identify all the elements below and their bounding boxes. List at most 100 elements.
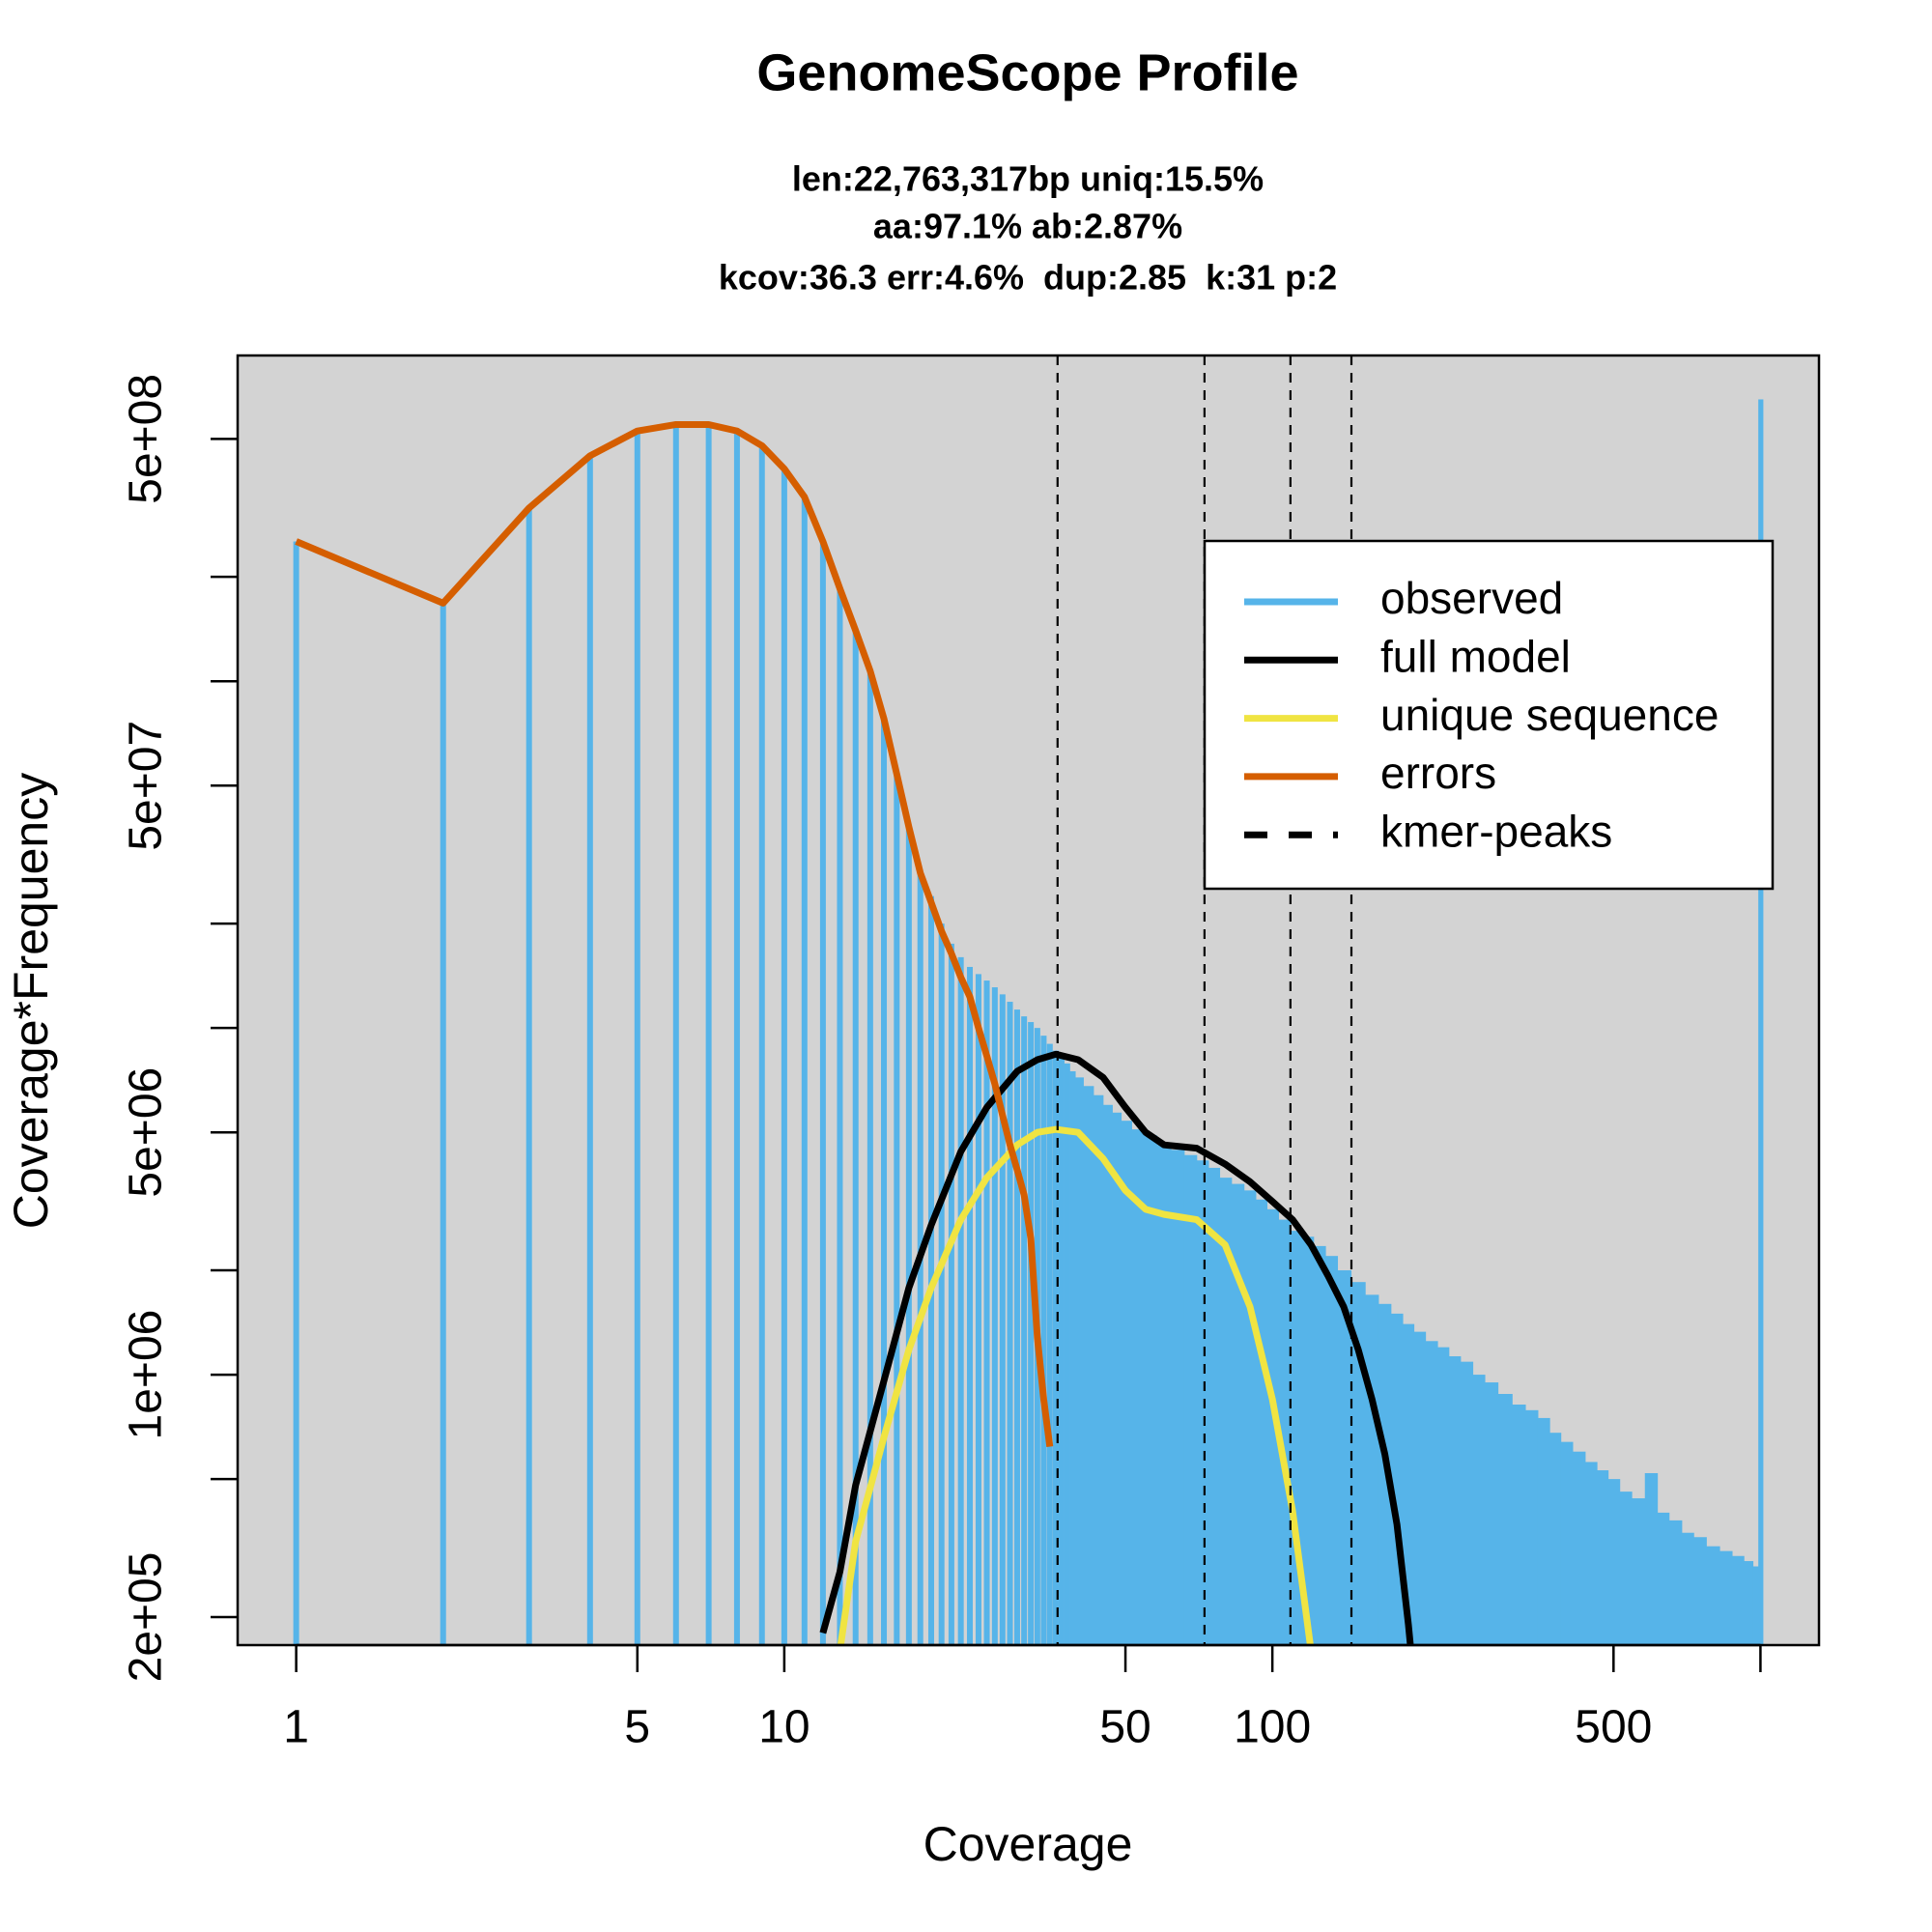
observed-bar <box>1460 1361 1474 1645</box>
observed-bar <box>1325 1256 1339 1645</box>
model-line <box>295 420 1054 1448</box>
observed-bar <box>1219 1178 1233 1645</box>
legend-label: kmer-peaks <box>1380 806 1612 856</box>
observed-bar <box>948 943 954 1645</box>
observed-bar <box>1537 1417 1550 1645</box>
observed-bar <box>293 541 299 1645</box>
observed-bar <box>1337 1270 1352 1645</box>
observed-bar <box>1102 1104 1113 1645</box>
observed-bar <box>1183 1154 1198 1645</box>
observed-bar <box>1007 1002 1013 1645</box>
observed-bar <box>819 541 826 1645</box>
observed-bar <box>1058 1058 1065 1645</box>
observed-bar <box>975 974 981 1645</box>
observed-bar <box>1584 1462 1598 1645</box>
observed-bar <box>1403 1323 1415 1645</box>
chart-subtitle: aa:97.1% ab:2.87% <box>873 207 1182 246</box>
y-axis-label: Coverage*Frequency <box>4 773 58 1230</box>
plot-data <box>293 355 1764 1645</box>
x-tick-label: 1 <box>283 1702 309 1753</box>
observed-bar <box>1437 1347 1450 1645</box>
observed-bar <box>1121 1121 1132 1645</box>
observed-bar <box>966 966 973 1645</box>
legend-label: full model <box>1380 631 1571 681</box>
observed-bar <box>1497 1394 1513 1645</box>
chart-subtitle: kcov:36.3 err:4.6% dup:2.85 k:31 p:2 <box>719 258 1337 298</box>
y-tick-label: 5e+06 <box>121 1067 172 1198</box>
model-line <box>819 1050 1414 1645</box>
observed-bar <box>1549 1433 1562 1645</box>
observed-bar <box>440 603 446 1645</box>
x-tick-label: 50 <box>1099 1702 1151 1753</box>
observed-bar <box>758 445 765 1645</box>
observed-bar <box>1013 1009 1020 1645</box>
observed-bar <box>1425 1341 1438 1645</box>
observed-bar <box>1208 1167 1221 1645</box>
legend-label: errors <box>1380 748 1496 798</box>
observed-bar <box>586 455 593 1645</box>
observed-bar <box>894 774 900 1645</box>
observed-bar <box>781 469 787 1645</box>
observed-bar <box>1083 1086 1094 1645</box>
observed-bar <box>1046 1043 1053 1645</box>
observed-bar <box>1143 1135 1157 1645</box>
observed-bar <box>999 994 1006 1645</box>
x-tick-label: 5 <box>624 1702 650 1753</box>
observed-bar <box>1597 1470 1609 1645</box>
x-tick-label: 100 <box>1234 1702 1311 1753</box>
observed-bar <box>1413 1331 1427 1645</box>
observed-bar <box>672 424 679 1645</box>
observed-bar <box>1243 1190 1257 1645</box>
chart-subtitle: len:22,763,317bp uniq:15.5% <box>792 159 1264 199</box>
observed-bar <box>852 630 859 1645</box>
observed-bar <box>1064 1063 1070 1645</box>
observed-bar <box>1632 1498 1646 1645</box>
x-axis-label: Coverage <box>923 1817 1133 1871</box>
observed-bar <box>1313 1245 1326 1645</box>
model-line <box>837 1125 1314 1645</box>
legend-label: unique sequence <box>1380 690 1719 740</box>
observed-bar <box>1681 1532 1694 1645</box>
observed-bar <box>1052 1050 1059 1645</box>
observed-bar <box>1572 1451 1586 1645</box>
observed-bar <box>1171 1150 1185 1645</box>
observed-bar <box>733 431 740 1645</box>
plot-area: 1 5 10 50 100 500 2e+05 1e+06 5e+06 5e+07 5e+08 obs… <box>121 354 1821 1753</box>
x-tick-label: 10 <box>758 1702 810 1753</box>
observed-bar <box>1485 1382 1499 1645</box>
observed-bar <box>634 431 640 1645</box>
observed-bar <box>1196 1160 1209 1645</box>
observed-bar <box>1156 1145 1172 1645</box>
observed-bar <box>1619 1492 1633 1645</box>
legend-label: observed <box>1380 573 1563 623</box>
observed-bar <box>1278 1219 1292 1645</box>
observed-bar <box>1069 1070 1076 1645</box>
observed-bar <box>867 670 873 1645</box>
observed-bar <box>1607 1479 1621 1645</box>
observed-bar <box>1112 1112 1122 1645</box>
x-tick-label: 500 <box>1575 1702 1652 1753</box>
observed-bar <box>1706 1546 1720 1645</box>
observed-bar <box>1255 1199 1268 1645</box>
observed-bar <box>1472 1375 1486 1645</box>
observed-bar <box>1378 1303 1392 1645</box>
observed-bar <box>1758 399 1764 1645</box>
observed-bar <box>837 588 843 1645</box>
observed-bar <box>1525 1409 1539 1645</box>
observed-bar <box>1131 1129 1145 1645</box>
observed-bar <box>1021 1016 1028 1645</box>
observed-bar <box>1719 1550 1733 1645</box>
observed-bar <box>1744 1561 1754 1645</box>
observed-bar <box>1365 1294 1379 1645</box>
observed-bar <box>705 424 712 1645</box>
observed-bar <box>938 923 945 1645</box>
observed-bar <box>801 497 808 1645</box>
observed-bar <box>1390 1313 1404 1645</box>
observed-bar <box>1644 1473 1659 1645</box>
observed-bar <box>1028 1022 1035 1645</box>
observed-bar <box>991 987 998 1645</box>
observed-bar <box>957 956 964 1645</box>
observed-bar <box>1075 1077 1084 1645</box>
observed-bar <box>1266 1208 1280 1645</box>
legend: observed full model unique sequence errors k… <box>1203 539 1775 891</box>
